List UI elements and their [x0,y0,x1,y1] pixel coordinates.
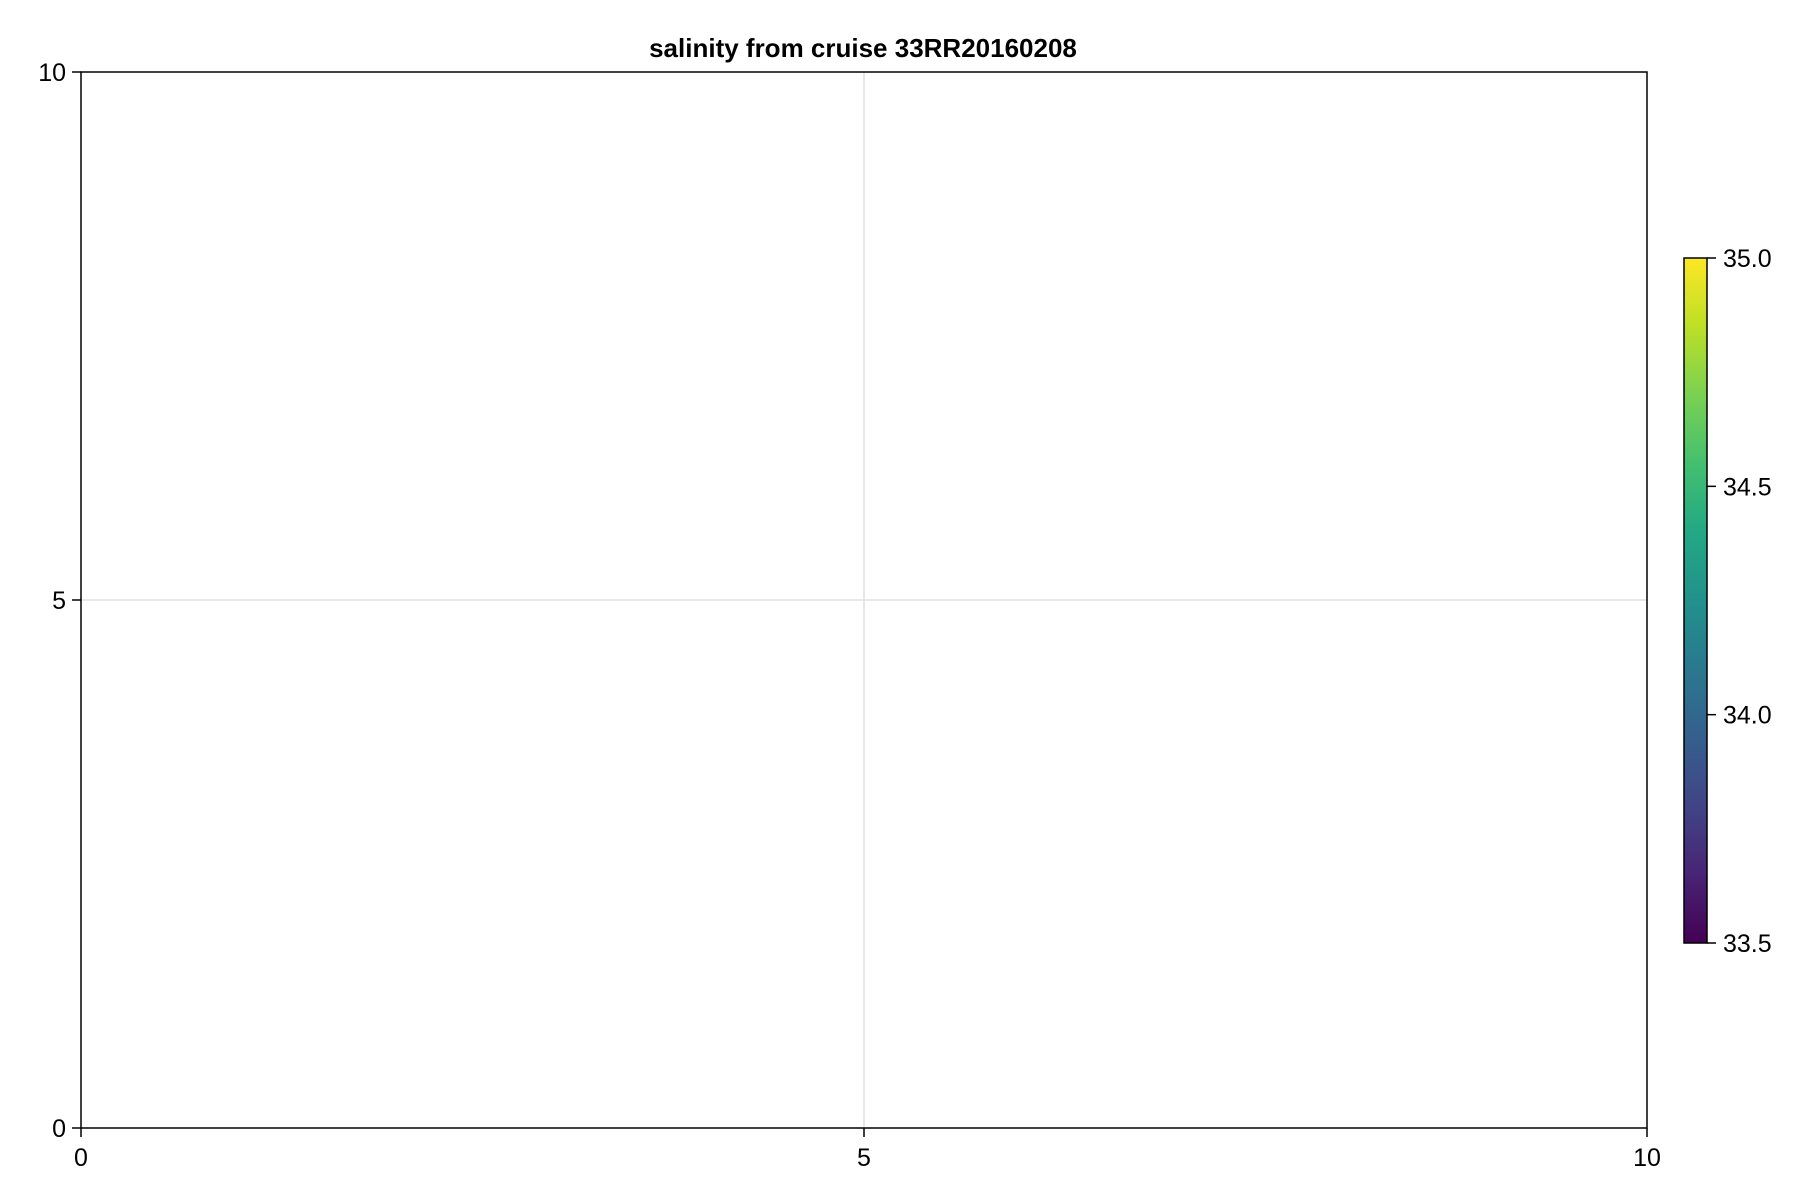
colorbar-tick-label: 34.0 [1723,702,1772,730]
colorbar-tick-label: 33.5 [1723,930,1772,958]
colorbar: 33.5 34.0 34.5 35.0 [1683,245,1772,958]
colorbar-tick-label: 35.0 [1723,245,1772,273]
colorbar-gradient [1683,257,1708,944]
x-tick-label: 5 [857,1144,871,1172]
y-tick-label: 5 [52,587,66,615]
colorbar-tick-label: 34.5 [1723,473,1772,501]
chart-title: salinity from cruise 33RR20160208 [649,33,1077,63]
plot-area: 0 5 10 0 5 10 [38,59,1661,1172]
x-tick-label: 10 [1633,1144,1661,1172]
x-tick-label: 0 [74,1144,88,1172]
y-tick-label: 10 [38,59,66,87]
y-tick-label: 0 [52,1115,66,1143]
